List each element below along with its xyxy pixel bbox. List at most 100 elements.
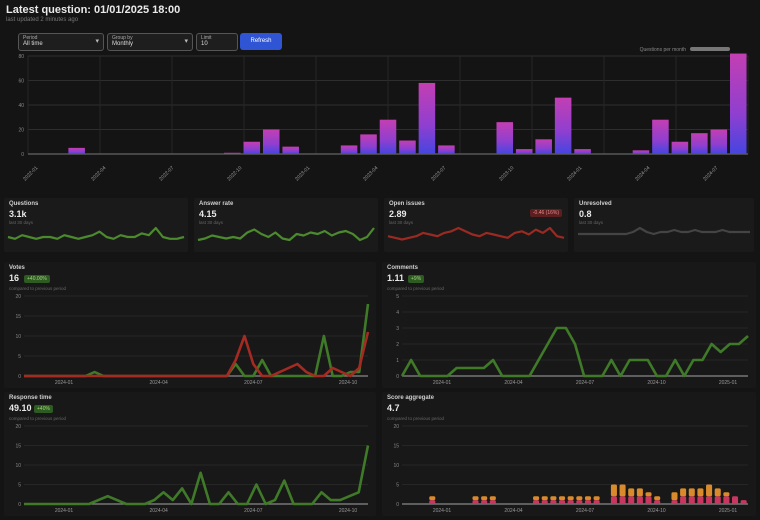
tile-value: 3.1k [9, 209, 27, 219]
y-tick-label: 0 [18, 374, 21, 380]
panel-subtext: compared to previous period [387, 286, 445, 291]
y-tick-label: 20 [18, 128, 24, 134]
bar-segment [714, 496, 721, 504]
y-tick-label: 3 [396, 326, 399, 332]
bar-segment [489, 500, 496, 504]
panel-name: Response time [9, 395, 52, 401]
bar-segment [610, 484, 617, 497]
group-by-filter-label: Group by [112, 35, 133, 41]
x-tick-label: 2022-07 [158, 165, 175, 182]
panel-subtext: compared to previous period [9, 416, 67, 421]
tile-value: 2.89 [389, 209, 407, 219]
y-tick-label: 15 [15, 314, 21, 320]
bar [399, 140, 416, 154]
y-tick-label: 80 [18, 54, 24, 60]
x-tick-label: 2023-07 [430, 165, 447, 182]
sparkline-series [578, 226, 750, 236]
bar-segment [636, 488, 643, 497]
votes-line-chart: 0 5 10 15 20 2024-01 2024-04 2024-07 2024-10 [15, 294, 370, 386]
tile-questions: Questions 3.1k last 30 days [4, 198, 188, 252]
bar-segment [472, 496, 479, 501]
bar-segment [550, 500, 557, 504]
x-tick-label: 2024-07 [244, 508, 263, 514]
tile-sparkline [197, 227, 375, 242]
bar-segment [619, 496, 626, 504]
panel-name: Score aggregate [387, 395, 435, 401]
bar [535, 139, 552, 154]
apply-button[interactable]: Refresh [240, 33, 282, 50]
x-tick-label: 2023-10 [498, 165, 515, 182]
y-tick-label: 5 [18, 354, 21, 360]
group-by-filter-value: Monthly [112, 41, 134, 47]
bar-segment [489, 496, 496, 501]
panel-subtext: compared to previous period [9, 286, 67, 291]
bar-segment [654, 496, 661, 501]
panel-value: 49.10 [9, 403, 32, 413]
y-tick-label: 5 [18, 483, 21, 489]
y-tick-label: 0 [396, 502, 399, 508]
tile-open-issues: Open issues 2.89 last 30 days -0.46 (16%… [384, 198, 568, 252]
bar-segment [550, 496, 557, 501]
y-tick-label: 2 [396, 342, 399, 348]
bar [379, 119, 397, 154]
bar [632, 150, 650, 154]
group-by-filter[interactable]: Group by Monthly ▾ [107, 33, 193, 51]
x-tick-label: 2024-04 [149, 508, 168, 514]
y-tick-label: 10 [393, 463, 399, 469]
y-tick-label: 5 [396, 294, 399, 300]
x-tick-label: 2024-10 [647, 380, 666, 386]
x-tick-label: 2024-07 [576, 380, 595, 386]
bar-segment [619, 484, 626, 497]
tile-name: Answer rate [199, 201, 234, 207]
x-tick-label: 2023-01 [294, 165, 311, 182]
bar-segment [723, 492, 730, 497]
bar-segment [593, 496, 600, 501]
y-tick-label: 0 [396, 374, 399, 380]
panel-score-aggregate: Score aggregate 4.7 compared to previous… [382, 392, 756, 516]
bar-segment [680, 496, 687, 504]
x-tick-label: 2024-07 [576, 508, 595, 514]
bar [496, 122, 514, 154]
x-tick-label: 2024-07 [244, 380, 263, 386]
bar [671, 141, 689, 154]
bar [691, 133, 708, 154]
x-tick-label: 2024-04 [149, 380, 168, 386]
change-badge: +40.00% [24, 275, 50, 283]
panel-response-time: Response time 49.10 +40% compared to pre… [4, 392, 376, 516]
limit-filter-value: 10 [201, 41, 208, 47]
bar-segment [688, 496, 695, 504]
page-subtitle: last updated 2 minutes ago [6, 17, 79, 23]
y-tick-label: 5 [396, 483, 399, 489]
x-tick-label: 2024-04 [634, 165, 651, 182]
sparkline-series [7, 226, 185, 240]
response-time-line-chart: 0 5 10 15 20 2024-01 2024-04 2024-07 2024-10 [15, 424, 370, 514]
bar-segment [628, 488, 635, 497]
chevron-down-icon: ▾ [184, 38, 188, 45]
x-tick-label: 2023-04 [362, 165, 379, 182]
y-tick-label: 0 [21, 152, 24, 158]
panel-value: 1.11 [387, 273, 405, 283]
panel-value: 16 [9, 273, 20, 283]
bar-segment [706, 496, 713, 504]
x-tick-label: 2022-01 [22, 165, 39, 182]
bar-segment [636, 496, 643, 504]
change-badge: +9% [408, 275, 425, 283]
bar [710, 129, 728, 154]
y-tick-label: 20 [393, 424, 399, 430]
x-tick-label: 2022-10 [226, 165, 243, 182]
y-tick-label: 20 [15, 424, 21, 430]
y-tick-label: 40 [18, 103, 24, 109]
bar [515, 149, 533, 154]
tile-answer-rate: Answer rate 4.15 last 30 days [194, 198, 378, 252]
x-tick-label: 2024-01 [55, 508, 74, 514]
tile-sparkline [387, 226, 565, 241]
period-filter[interactable]: Period All time ▾ [18, 33, 104, 51]
bar-segment [429, 500, 436, 504]
limit-filter[interactable]: Limit 10 [196, 33, 238, 51]
bar-segment [541, 500, 548, 504]
top-bar-chart: Questions per month 0 20 40 60 80 2022-01 202… [18, 47, 749, 182]
bar-segment [533, 496, 540, 501]
tile-name: Questions [9, 201, 39, 207]
bar-segment [697, 488, 704, 497]
bar [574, 149, 591, 154]
